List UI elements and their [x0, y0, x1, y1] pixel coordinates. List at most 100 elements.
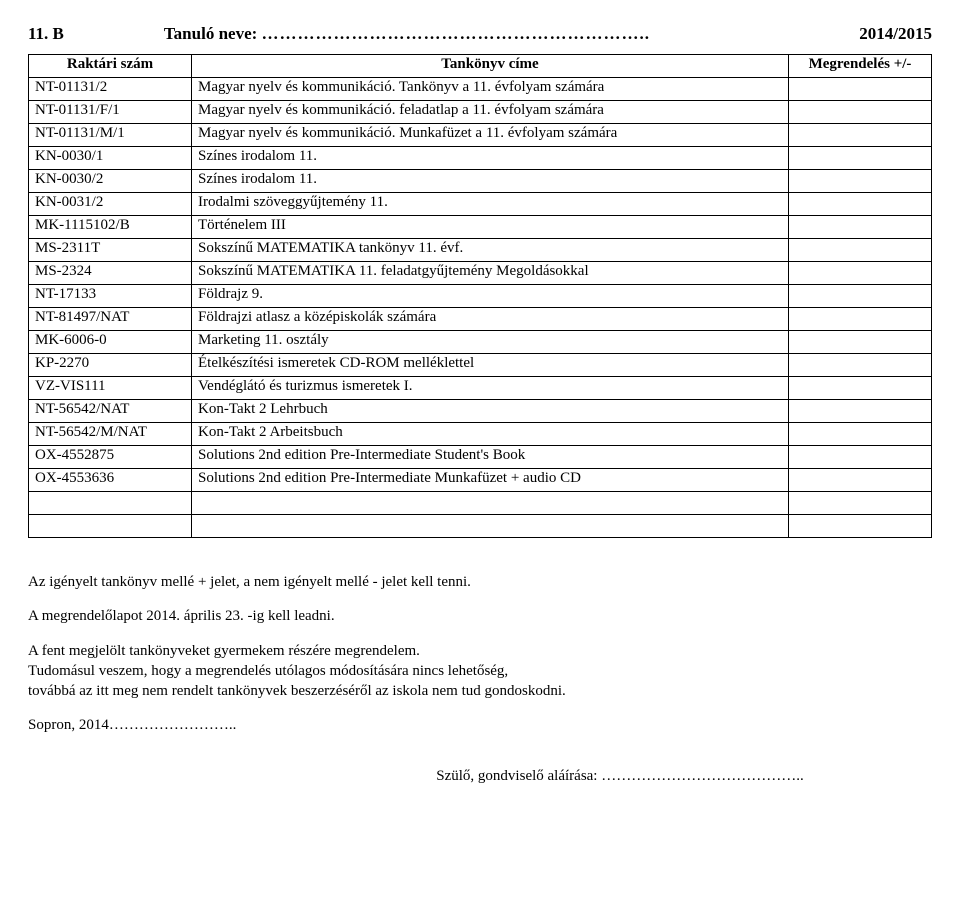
cell-code: NT-01131/2 — [29, 78, 192, 101]
table-row: NT-56542/NATKon-Takt 2 Lehrbuch — [29, 400, 932, 423]
cell-code: NT-56542/M/NAT — [29, 423, 192, 446]
table-row: KP-2270Ételkészítési ismeretek CD-ROM me… — [29, 354, 932, 377]
cell-code: KN-0030/1 — [29, 147, 192, 170]
cell-code: VZ-VIS111 — [29, 377, 192, 400]
table-row: NT-01131/2Magyar nyelv és kommunikáció. … — [29, 78, 932, 101]
cell-code: NT-56542/NAT — [29, 400, 192, 423]
table-row: MK-6006-0Marketing 11. osztály — [29, 331, 932, 354]
cell-title: Sokszínű MATEMATIKA tankönyv 11. évf. — [192, 239, 789, 262]
cell-title: Kon-Takt 2 Lehrbuch — [192, 400, 789, 423]
cell-code: KP-2270 — [29, 354, 192, 377]
cell-order — [789, 515, 932, 538]
cell-order — [789, 193, 932, 216]
col-header-title: Tankönyv címe — [192, 55, 789, 78]
cell-order — [789, 331, 932, 354]
col-header-code: Raktári szám — [29, 55, 192, 78]
cell-code: NT-01131/F/1 — [29, 101, 192, 124]
cell-order — [789, 262, 932, 285]
cell-order — [789, 446, 932, 469]
school-year: 2014/2015 — [859, 24, 932, 44]
col-header-order: Megrendelés +/- — [789, 55, 932, 78]
table-row: NT-81497/NATFöldrajzi atlasz a középisko… — [29, 308, 932, 331]
cell-title: Sokszínű MATEMATIKA 11. feladatgyűjtemén… — [192, 262, 789, 285]
table-row: VZ-VIS111Vendéglátó és turizmus ismerete… — [29, 377, 932, 400]
cell-order — [789, 216, 932, 239]
cell-code — [29, 515, 192, 538]
place-date: Sopron, 2014…………………….. — [28, 715, 932, 735]
textbook-table: Raktári szám Tankönyv címe Megrendelés +… — [28, 54, 932, 538]
table-row: NT-01131/M/1Magyar nyelv és kommunikáció… — [29, 124, 932, 147]
cell-order — [789, 170, 932, 193]
cell-code: NT-01131/M/1 — [29, 124, 192, 147]
cell-code — [29, 492, 192, 515]
cell-order — [789, 377, 932, 400]
form-header: 11. B Tanuló neve: ………………………………………………………… — [28, 24, 932, 44]
cell-title: Földrajz 9. — [192, 285, 789, 308]
table-row: OX-4552875Solutions 2nd edition Pre-Inte… — [29, 446, 932, 469]
table-row: MS-2311TSokszínű MATEMATIKA tankönyv 11.… — [29, 239, 932, 262]
table-row — [29, 515, 932, 538]
name-label: Tanuló neve: — [164, 24, 257, 43]
cell-order — [789, 492, 932, 515]
cell-title: Történelem III — [192, 216, 789, 239]
cell-title: Ételkészítési ismeretek CD-ROM melléklet… — [192, 354, 789, 377]
class-id: 11. B — [28, 24, 64, 44]
cell-order — [789, 469, 932, 492]
cell-title — [192, 515, 789, 538]
cell-title: Színes irodalom 11. — [192, 170, 789, 193]
table-row: NT-56542/M/NATKon-Takt 2 Arbeitsbuch — [29, 423, 932, 446]
cell-order — [789, 400, 932, 423]
cell-code: KN-0030/2 — [29, 170, 192, 193]
cell-code: MS-2311T — [29, 239, 192, 262]
cell-order — [789, 423, 932, 446]
note-deadline: A megrendelőlapot 2014. április 23. -ig … — [28, 606, 932, 626]
declaration-line-3: továbbá az itt meg nem rendelt tankönyve… — [28, 683, 566, 699]
cell-title: Vendéglátó és turizmus ismeretek I. — [192, 377, 789, 400]
cell-code: NT-81497/NAT — [29, 308, 192, 331]
cell-title: Marketing 11. osztály — [192, 331, 789, 354]
note-instructions: Az igényelt tankönyv mellé + jelet, a ne… — [28, 572, 932, 592]
cell-order — [789, 239, 932, 262]
cell-title: Solutions 2nd edition Pre-Intermediate S… — [192, 446, 789, 469]
student-name-field: Tanuló neve: ……………………………………………………….. — [64, 24, 859, 44]
cell-code: NT-17133 — [29, 285, 192, 308]
table-row: MS-2324Sokszínű MATEMATIKA 11. feladatgy… — [29, 262, 932, 285]
table-row: NT-17133Földrajz 9. — [29, 285, 932, 308]
cell-order — [789, 124, 932, 147]
cell-title: Földrajzi atlasz a középiskolák számára — [192, 308, 789, 331]
cell-order — [789, 101, 932, 124]
cell-order — [789, 147, 932, 170]
cell-title: Magyar nyelv és kommunikáció. feladatlap… — [192, 101, 789, 124]
table-row — [29, 492, 932, 515]
cell-title: Magyar nyelv és kommunikáció. Tankönyv a… — [192, 78, 789, 101]
cell-code: MS-2324 — [29, 262, 192, 285]
table-row: NT-01131/F/1Magyar nyelv és kommunikáció… — [29, 101, 932, 124]
cell-code: MK-6006-0 — [29, 331, 192, 354]
table-row: OX-4553636Solutions 2nd edition Pre-Inte… — [29, 469, 932, 492]
notes-block: Az igényelt tankönyv mellé + jelet, a ne… — [28, 572, 932, 786]
signature-line: Szülő, gondviselő aláírása: ………………………………… — [28, 766, 932, 786]
cell-order — [789, 285, 932, 308]
cell-title: Magyar nyelv és kommunikáció. Munkafüzet… — [192, 124, 789, 147]
declaration-line-2: Tudomásul veszem, hogy a megrendelés utó… — [28, 663, 508, 679]
table-row: KN-0031/2Irodalmi szöveggyűjtemény 11. — [29, 193, 932, 216]
table-header-row: Raktári szám Tankönyv címe Megrendelés +… — [29, 55, 932, 78]
name-blank-line: ……………………………………………………….. — [262, 24, 651, 43]
declaration-line-1: A fent megjelölt tankönyveket gyermekem … — [28, 643, 420, 659]
cell-title: Irodalmi szöveggyűjtemény 11. — [192, 193, 789, 216]
cell-title: Kon-Takt 2 Arbeitsbuch — [192, 423, 789, 446]
cell-code: OX-4552875 — [29, 446, 192, 469]
table-body: NT-01131/2Magyar nyelv és kommunikáció. … — [29, 78, 932, 538]
cell-order — [789, 354, 932, 377]
cell-title — [192, 492, 789, 515]
cell-title: Színes irodalom 11. — [192, 147, 789, 170]
note-declaration: A fent megjelölt tankönyveket gyermekem … — [28, 641, 932, 702]
cell-code: MK-1115102/B — [29, 216, 192, 239]
cell-order — [789, 78, 932, 101]
cell-order — [789, 308, 932, 331]
cell-title: Solutions 2nd edition Pre-Intermediate M… — [192, 469, 789, 492]
table-row: KN-0030/1Színes irodalom 11. — [29, 147, 932, 170]
cell-code: OX-4553636 — [29, 469, 192, 492]
table-row: MK-1115102/BTörténelem III — [29, 216, 932, 239]
table-row: KN-0030/2Színes irodalom 11. — [29, 170, 932, 193]
